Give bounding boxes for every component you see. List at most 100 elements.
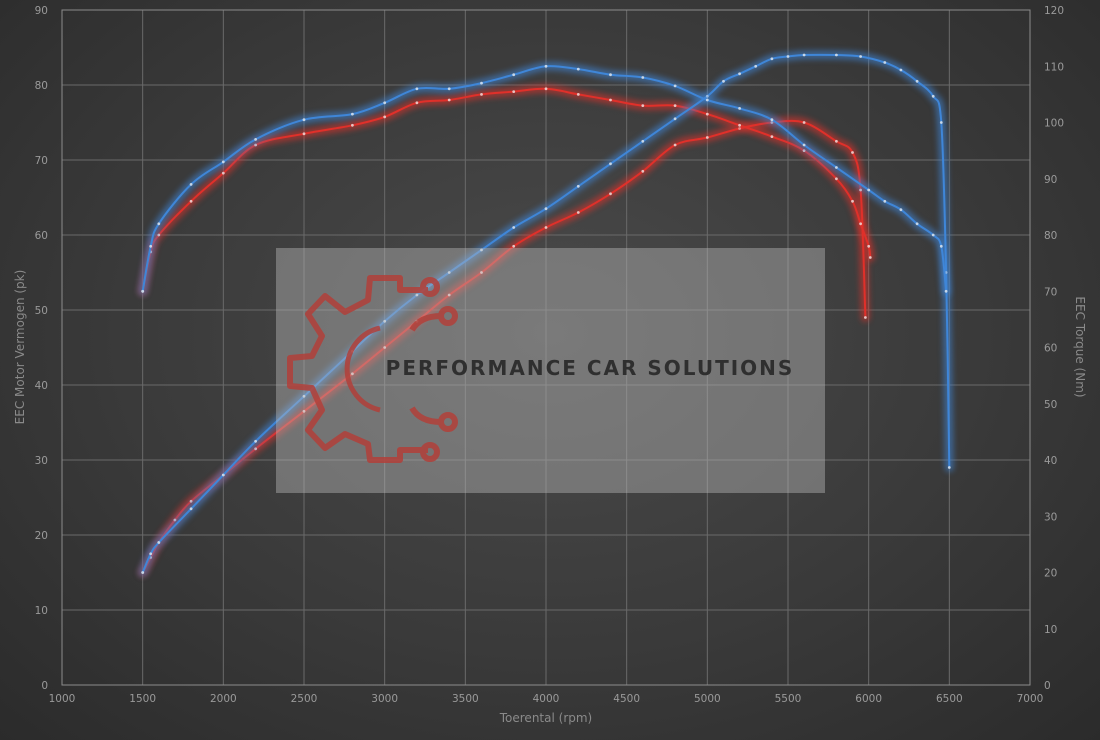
data-point bbox=[939, 121, 943, 124]
y-left-tick-label: 30 bbox=[35, 455, 48, 467]
x-tick-label: 1500 bbox=[129, 693, 156, 705]
data-point bbox=[544, 87, 548, 91]
data-point bbox=[447, 87, 451, 91]
data-point bbox=[867, 188, 871, 192]
data-point bbox=[835, 177, 838, 181]
y-right-tick-label: 40 bbox=[1044, 455, 1057, 467]
data-point bbox=[883, 61, 887, 64]
data-point bbox=[221, 171, 225, 175]
data-point bbox=[415, 87, 419, 91]
y-right-tick-label: 120 bbox=[1044, 5, 1064, 17]
data-point bbox=[189, 507, 193, 511]
data-point bbox=[149, 552, 153, 556]
data-point bbox=[705, 112, 709, 116]
y-left-tick-label: 50 bbox=[35, 305, 48, 317]
data-point bbox=[770, 57, 774, 61]
data-point bbox=[738, 107, 741, 110]
series-layer bbox=[138, 50, 954, 577]
data-point bbox=[351, 372, 354, 376]
data-point bbox=[254, 439, 257, 443]
data-point bbox=[447, 293, 451, 297]
x-tick-label: 3000 bbox=[371, 693, 398, 705]
data-point bbox=[641, 104, 645, 107]
data-point bbox=[480, 248, 483, 252]
y-axis-right-title: EEC Torque (Nm) bbox=[1073, 296, 1087, 397]
data-point bbox=[302, 409, 306, 413]
data-point bbox=[673, 104, 677, 107]
data-point bbox=[415, 101, 419, 105]
data-point bbox=[641, 76, 645, 79]
data-point bbox=[383, 319, 387, 323]
series-2 bbox=[138, 50, 954, 577]
data-point bbox=[149, 244, 153, 248]
data-point bbox=[447, 98, 451, 102]
data-point bbox=[851, 151, 854, 154]
data-point bbox=[931, 94, 935, 98]
data-point bbox=[835, 53, 838, 57]
data-point bbox=[673, 143, 677, 147]
data-point bbox=[835, 166, 838, 169]
y-right-tick-label: 30 bbox=[1044, 511, 1057, 523]
x-tick-label: 3500 bbox=[452, 693, 479, 705]
data-point bbox=[609, 162, 612, 166]
y-left-tick-label: 20 bbox=[35, 530, 48, 542]
data-point bbox=[544, 207, 548, 211]
data-point bbox=[544, 64, 548, 68]
data-point bbox=[609, 98, 612, 102]
data-point bbox=[157, 541, 161, 544]
x-tick-label: 2500 bbox=[291, 693, 318, 705]
plot-frame bbox=[61, 9, 1031, 686]
data-point bbox=[383, 115, 387, 119]
data-point bbox=[221, 160, 225, 164]
data-point bbox=[480, 271, 483, 274]
data-point bbox=[770, 135, 774, 139]
y-left-tick-label: 80 bbox=[35, 80, 48, 92]
data-point bbox=[944, 289, 948, 293]
series-line bbox=[141, 65, 948, 293]
data-point bbox=[899, 68, 903, 72]
data-point bbox=[899, 208, 903, 212]
y-axis-left-title: EEC Motor Vermogen (pk) bbox=[13, 270, 27, 425]
data-point bbox=[673, 117, 677, 121]
data-point bbox=[859, 55, 862, 58]
data-point bbox=[576, 67, 580, 71]
data-point bbox=[609, 73, 612, 77]
y-left-tick-label: 90 bbox=[35, 5, 48, 17]
data-point bbox=[512, 226, 516, 229]
y-right-tick-label: 100 bbox=[1044, 118, 1064, 130]
x-tick-label: 6000 bbox=[855, 693, 882, 705]
y-right-tick-label: 10 bbox=[1044, 624, 1057, 636]
y-left-tick-label: 0 bbox=[41, 680, 48, 692]
data-point bbox=[802, 121, 806, 124]
data-point bbox=[915, 79, 919, 83]
data-point bbox=[254, 138, 257, 141]
x-tick-label: 7000 bbox=[1017, 693, 1044, 705]
x-tick-label: 5500 bbox=[775, 693, 802, 705]
gear-circuit-logo-icon bbox=[287, 275, 458, 463]
data-point bbox=[351, 112, 354, 116]
data-point bbox=[512, 244, 516, 248]
series-3 bbox=[138, 61, 951, 296]
data-point bbox=[141, 289, 145, 293]
y-right-tick-label: 0 bbox=[1044, 680, 1051, 692]
x-tick-label: 2000 bbox=[210, 693, 237, 705]
data-point bbox=[415, 293, 419, 297]
data-point bbox=[786, 55, 790, 58]
data-point bbox=[883, 199, 887, 203]
data-point bbox=[351, 123, 354, 127]
data-point bbox=[947, 466, 951, 469]
data-point bbox=[576, 184, 580, 188]
series-1 bbox=[138, 84, 875, 296]
data-point bbox=[738, 123, 741, 127]
data-point bbox=[867, 244, 871, 248]
data-point bbox=[383, 346, 387, 349]
y-right-tick-label: 50 bbox=[1044, 399, 1057, 411]
data-point bbox=[641, 139, 645, 143]
data-point bbox=[851, 199, 854, 203]
y-right-tick-label: 110 bbox=[1044, 61, 1064, 73]
data-point bbox=[141, 571, 145, 574]
data-point bbox=[480, 81, 483, 85]
data-point bbox=[835, 139, 838, 143]
data-point bbox=[722, 79, 725, 83]
